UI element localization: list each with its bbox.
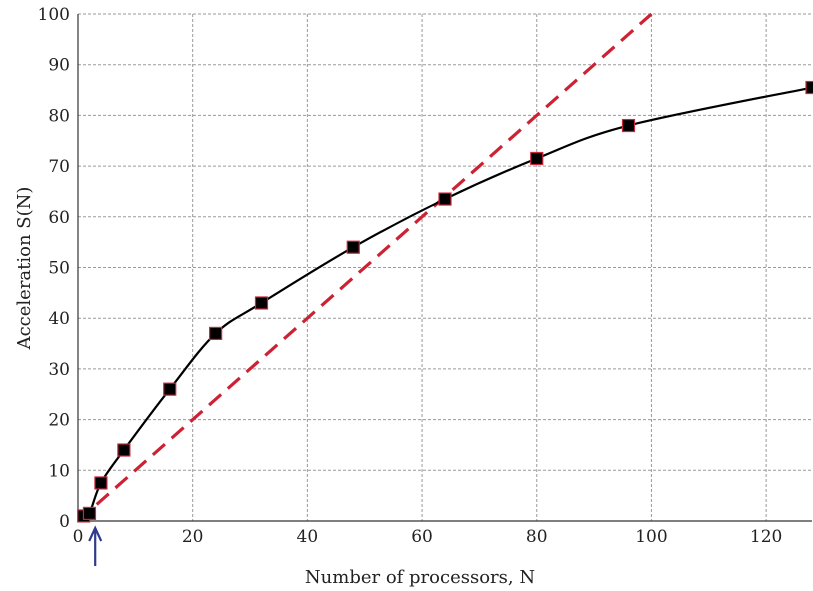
x-tick-label: 80 (526, 527, 548, 547)
annotation-group (88, 525, 103, 566)
y-tick-label: 60 (48, 208, 70, 228)
y-tick-label: 10 (48, 461, 70, 481)
data-point-marker (438, 192, 452, 206)
x-tick-label: 100 (635, 527, 667, 547)
data-point-marker (346, 240, 360, 254)
tick-labels: 0 20 40 60 80 100 120 0 10 20 30 40 50 60 70 80 90 100 (38, 5, 783, 547)
marker-group (77, 80, 813, 523)
grid-lines (78, 13, 812, 521)
y-tick-label: 70 (48, 157, 70, 177)
y-axis-label: Acceleration S(N) (14, 187, 35, 351)
axes (77, 14, 812, 522)
x-tick-label: 120 (750, 527, 782, 547)
y-tick-label: 30 (48, 360, 70, 380)
y-tick-label: 20 (48, 411, 70, 431)
data-point-marker (209, 326, 223, 341)
arrow-head (88, 525, 103, 542)
data-point-marker (805, 80, 813, 95)
data-point-marker (254, 296, 269, 310)
x-tick-label: 20 (182, 527, 204, 547)
x-tick-label: 0 (73, 527, 84, 547)
x-axis-label: Number of processors, N (305, 567, 535, 588)
y-tick-label: 90 (48, 56, 70, 76)
data-point-marker (163, 382, 177, 396)
linear-speedup-line (76, 12, 653, 523)
data-point-marker (530, 151, 544, 166)
data-point-marker (117, 443, 131, 457)
y-tick-label: 100 (38, 5, 70, 25)
y-tick-label: 50 (48, 259, 70, 279)
data-point-marker (82, 506, 97, 520)
x-tick-label: 40 (297, 527, 319, 547)
y-tick-label: 0 (59, 512, 70, 532)
y-tick-label: 80 (48, 106, 70, 126)
y-tick-label: 40 (48, 309, 70, 329)
data-point-marker (94, 476, 108, 490)
data-point-marker (621, 118, 636, 133)
x-tick-label: 60 (411, 527, 433, 547)
